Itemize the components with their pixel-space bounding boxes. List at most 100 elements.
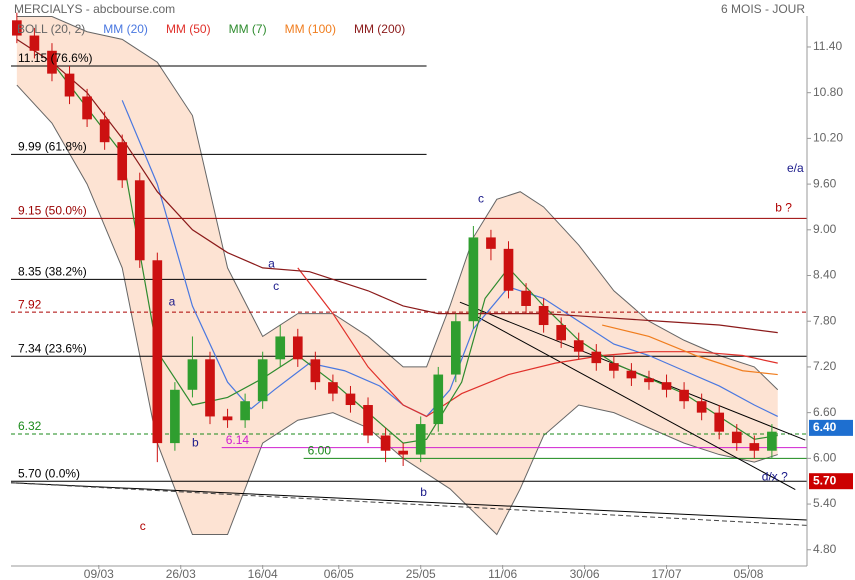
candle-body — [503, 248, 514, 291]
candle-body — [731, 431, 742, 444]
lines-layer — [10, 38, 808, 526]
price-tag — [809, 419, 853, 436]
level-label: 9.99 (61.8%) — [18, 140, 87, 154]
level-label: 5.70 (0.0%) — [18, 466, 80, 480]
x-tick-label: 17/07 — [652, 567, 682, 580]
x-tick-label: 06/05 — [324, 567, 354, 580]
legend-entry: MM (200) — [354, 22, 405, 36]
candle-body — [644, 378, 654, 383]
x-tick-label: 16/04 — [248, 567, 278, 580]
candle-body — [328, 382, 338, 394]
wave-label: c — [478, 192, 484, 206]
x-tick-label: 05/08 — [733, 567, 763, 580]
candle-body — [99, 119, 110, 143]
candle-body — [450, 321, 461, 375]
candle-body — [29, 35, 40, 51]
y-tick-label: 7.80 — [813, 313, 837, 327]
price-tag-label: 5.70 — [813, 473, 837, 487]
x-tick-label: 25/05 — [406, 567, 436, 580]
candle-body — [486, 237, 496, 249]
legend-entry: MM (50) — [166, 22, 211, 36]
y-tick-label: 11.40 — [813, 39, 842, 53]
wave-label: b — [192, 435, 199, 449]
legend-entry: BOLL (20, 2) — [17, 22, 85, 36]
x-tick-label: 30/06 — [570, 567, 600, 580]
wave-label: a — [268, 256, 275, 270]
level-label: 11.15 (76.6%) — [18, 51, 93, 65]
candle-body — [82, 96, 92, 120]
wave-label: c — [140, 519, 146, 533]
level-label: 7.92 — [18, 297, 42, 311]
candle-body — [205, 359, 215, 417]
wave-label: c — [273, 279, 279, 293]
candle-body — [64, 73, 75, 97]
wave-label: a — [169, 294, 176, 308]
y-tick-label: 6.60 — [813, 405, 837, 419]
candle-body — [538, 305, 549, 326]
x-tick-label: 26/03 — [166, 567, 196, 580]
candle-body — [380, 435, 391, 451]
candle-body — [292, 336, 303, 360]
candle-body — [573, 340, 584, 352]
candle-body — [257, 359, 268, 402]
y-tick-label: 10.80 — [813, 85, 843, 99]
price-tag-label: 6.40 — [813, 420, 837, 434]
wave-label: b — [420, 485, 427, 499]
y-tick-label: 9.60 — [813, 176, 837, 190]
price-tag — [809, 473, 853, 490]
candle-body — [661, 382, 672, 390]
level-label: 8.35 (38.2%) — [18, 264, 87, 278]
candle-body — [714, 412, 725, 432]
candle-body — [679, 389, 689, 402]
candle-body — [117, 142, 128, 181]
wave-label: e/a — [787, 161, 804, 175]
candle-body — [134, 180, 145, 261]
candle-body — [433, 374, 444, 425]
candle-body — [152, 260, 163, 444]
candle-body — [170, 389, 180, 444]
moving-average — [297, 267, 778, 418]
moving-average — [16, 38, 778, 334]
candle-body — [696, 401, 707, 413]
moving-average — [602, 324, 778, 376]
candle-body — [275, 336, 286, 360]
level-label: 6.00 — [308, 444, 332, 458]
candle-body — [609, 363, 619, 371]
candle-body — [398, 450, 408, 455]
trendline — [10, 482, 808, 521]
candle-body — [345, 393, 356, 406]
labels-layer: 4.80 5.40 6.00 6.60 7.20 7.80 8.40 9.00 9.60 10.2… — [17, 22, 853, 580]
candle-body — [749, 443, 760, 451]
y-tick-label: 6.00 — [813, 451, 837, 465]
y-tick-label: 10.20 — [813, 131, 843, 145]
legend-entry: MM (20) — [103, 22, 148, 36]
candle-body — [187, 359, 198, 390]
candle-body — [591, 351, 602, 364]
candle-body — [556, 325, 567, 341]
candle-body — [12, 20, 22, 36]
candle-body — [521, 290, 531, 306]
bollinger-upper — [16, 16, 779, 391]
marks-layer — [12, 12, 777, 466]
trendline — [469, 312, 796, 491]
candle-body — [310, 359, 321, 383]
level-label: 7.34 (23.6%) — [18, 341, 87, 355]
wave-label: b ? — [775, 201, 792, 215]
candle-body — [240, 401, 250, 421]
candle-body — [767, 431, 777, 451]
y-tick-label: 9.00 — [813, 222, 837, 236]
y-tick-label: 5.40 — [813, 496, 837, 510]
level-label: 6.14 — [226, 433, 250, 447]
candle-body — [626, 370, 637, 379]
y-tick-label: 7.20 — [813, 359, 837, 373]
level-label: 9.15 (50.0%) — [18, 204, 87, 218]
trendline — [10, 482, 808, 526]
moving-average — [51, 61, 778, 444]
level-label: 6.32 — [18, 419, 42, 433]
candle-body — [222, 416, 233, 421]
candle-body — [363, 405, 373, 436]
candle-body — [415, 424, 426, 455]
y-tick-label: 8.40 — [813, 268, 837, 282]
x-tick-label: 09/03 — [84, 567, 114, 580]
